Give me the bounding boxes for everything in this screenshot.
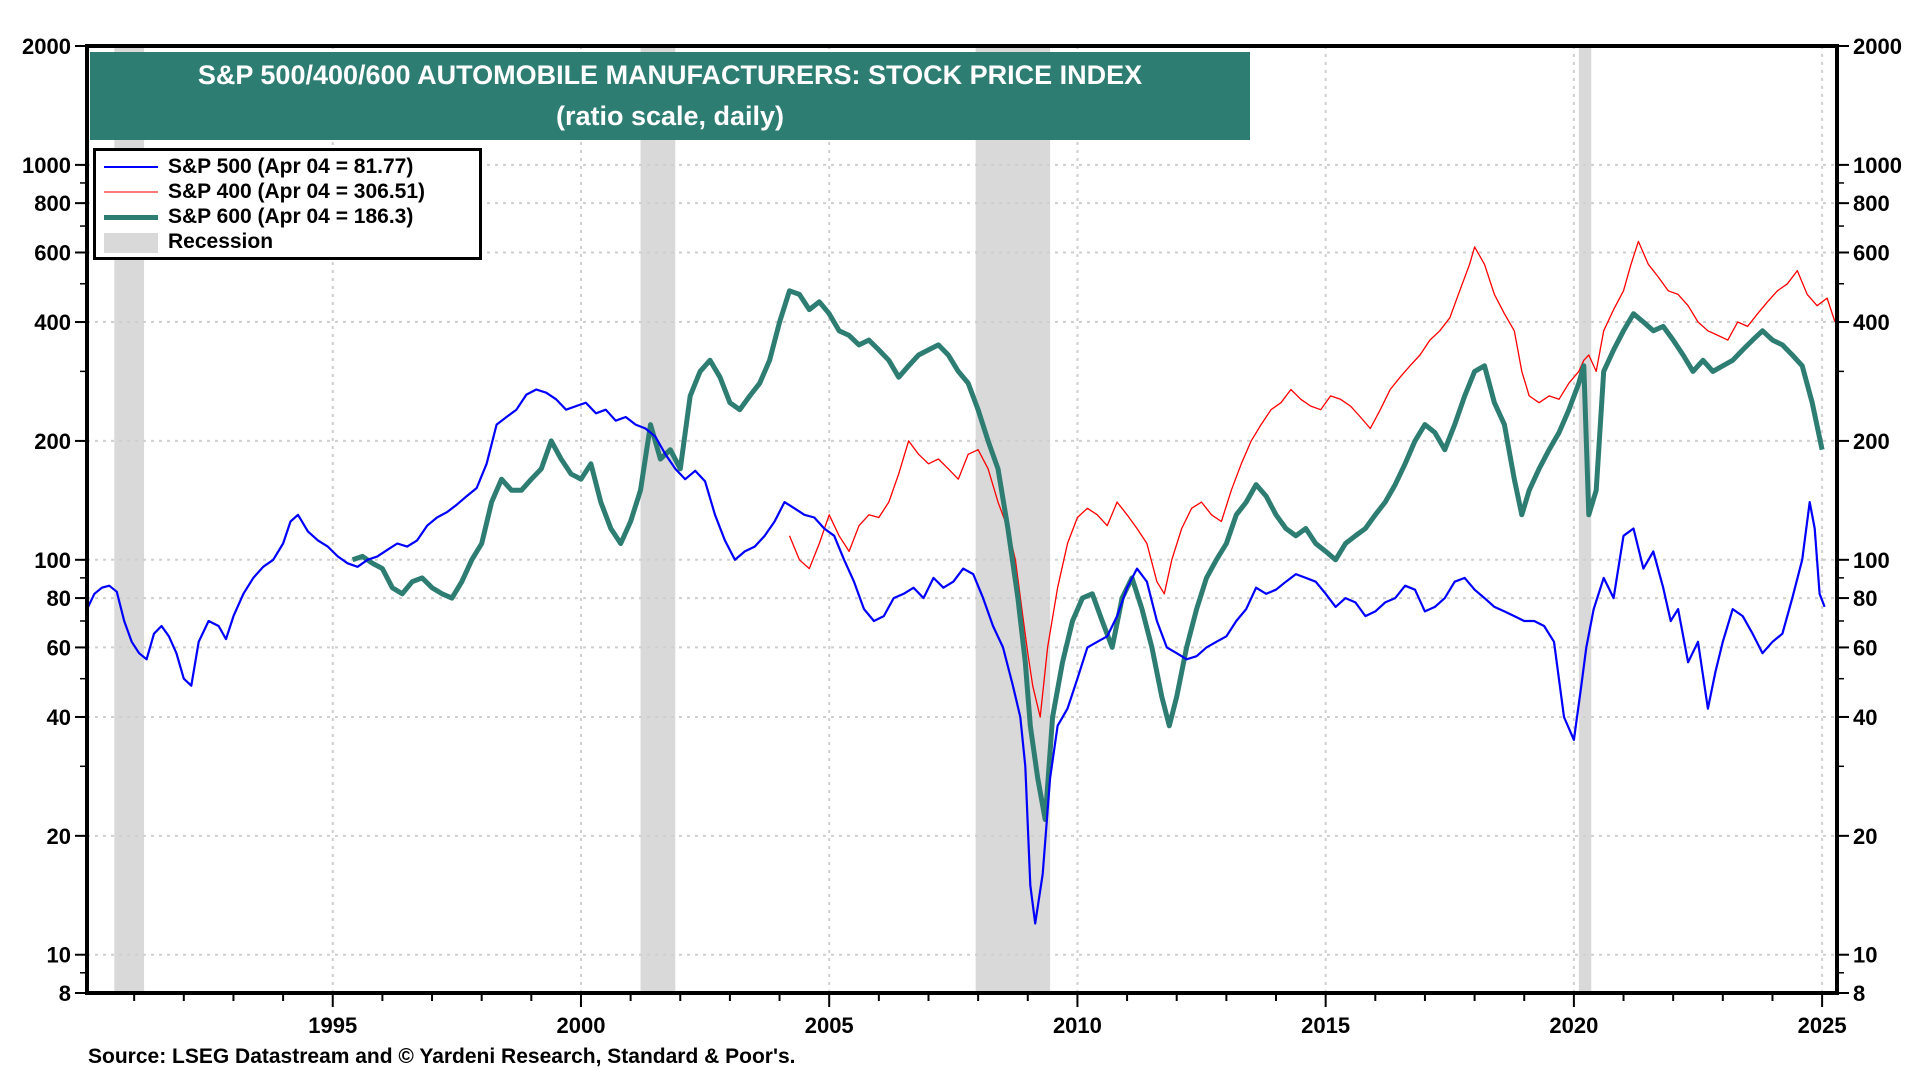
legend-item-sp400: S&P 400 (Apr 04 = 306.51) — [96, 180, 479, 205]
axes: 2000 2000 1000 1000 800 800 600 600 400 400 200 200… — [22, 34, 1902, 1038]
y-tick-label-left: 2000 — [22, 34, 71, 59]
x-tick-label: 2020 — [1549, 1013, 1598, 1038]
y-tick-label-left: 400 — [34, 310, 71, 335]
x-tick-label: 1995 — [308, 1013, 357, 1038]
y-tick-label-right: 100 — [1853, 548, 1890, 573]
y-tick-label-left: 20 — [47, 824, 71, 849]
y-tick-label-right: 20 — [1853, 824, 1877, 849]
y-tick-label-left: 200 — [34, 429, 71, 454]
chart-title: S&P 500/400/600 AUTOMOBILE MANUFACTURERS… — [197, 60, 1143, 90]
legend-item-sp500: S&P 500 (Apr 04 = 81.77) — [96, 155, 479, 180]
legend-swatch-sp500 — [104, 166, 158, 168]
legend-label-sp600: S&P 600 (Apr 04 = 186.3) — [168, 205, 414, 228]
y-tick-label-right: 40 — [1853, 705, 1877, 730]
legend-swatch-recession — [104, 233, 158, 253]
series-lines — [86, 240, 1836, 925]
y-tick-label-right: 8 — [1853, 981, 1865, 1006]
legend-item-sp600: S&P 600 (Apr 04 = 186.3) — [96, 205, 479, 230]
x-tick-label: 2025 — [1798, 1013, 1847, 1038]
chart-title-box: S&P 500/400/600 AUTOMOBILE MANUFACTURERS… — [90, 52, 1250, 140]
y-tick-label-left: 40 — [47, 705, 71, 730]
series-line-400 — [788, 240, 1836, 718]
legend-swatch-sp400 — [104, 191, 158, 193]
y-tick-label-left: 100 — [34, 548, 71, 573]
y-tick-label-right: 400 — [1853, 310, 1890, 335]
series-line-500 — [86, 388, 1826, 925]
y-tick-label-right: 2000 — [1853, 34, 1902, 59]
series-line-600 — [351, 288, 1825, 822]
y-tick-label-right: 60 — [1853, 635, 1877, 660]
x-tick-label: 2005 — [805, 1013, 854, 1038]
legend-label-recession: Recession — [168, 230, 274, 253]
y-tick-label-left: 800 — [34, 191, 71, 216]
y-tick-label-right: 1000 — [1853, 153, 1902, 178]
chart-subtitle: (ratio scale, daily) — [555, 101, 785, 131]
y-tick-label-left: 1000 — [22, 153, 71, 178]
x-tick-label: 2015 — [1301, 1013, 1350, 1038]
plot-frame — [85, 44, 1839, 995]
y-tick-label-left: 8 — [59, 981, 71, 1006]
y-tick-label-right: 600 — [1853, 240, 1890, 265]
y-tick-label-right: 10 — [1853, 943, 1877, 968]
grid-lines — [87, 46, 1837, 993]
y-tick-label-left: 600 — [34, 240, 71, 265]
y-tick-label-left: 60 — [47, 635, 71, 660]
recession-band — [975, 46, 1051, 993]
legend-item-recession: Recession — [96, 230, 479, 255]
y-tick-label-left: 80 — [47, 586, 71, 611]
y-tick-label-right: 80 — [1853, 586, 1877, 611]
legend-label-sp500: S&P 500 (Apr 04 = 81.77) — [168, 155, 414, 178]
recession-band — [640, 46, 676, 993]
recession-band — [1578, 46, 1592, 993]
y-tick-label-left: 10 — [47, 943, 71, 968]
y-tick-label-right: 200 — [1853, 429, 1890, 454]
source-note: Source: LSEG Datastream and © Yardeni Re… — [88, 1045, 796, 1068]
legend-swatch-sp600 — [104, 215, 158, 220]
legend-label-sp400: S&P 400 (Apr 04 = 306.51) — [168, 180, 426, 203]
legend: S&P 500 (Apr 04 = 81.77) S&P 400 (Apr 04… — [93, 148, 482, 260]
x-tick-label: 2010 — [1053, 1013, 1102, 1038]
y-tick-label-right: 800 — [1853, 191, 1890, 216]
x-tick-label: 2000 — [556, 1013, 605, 1038]
